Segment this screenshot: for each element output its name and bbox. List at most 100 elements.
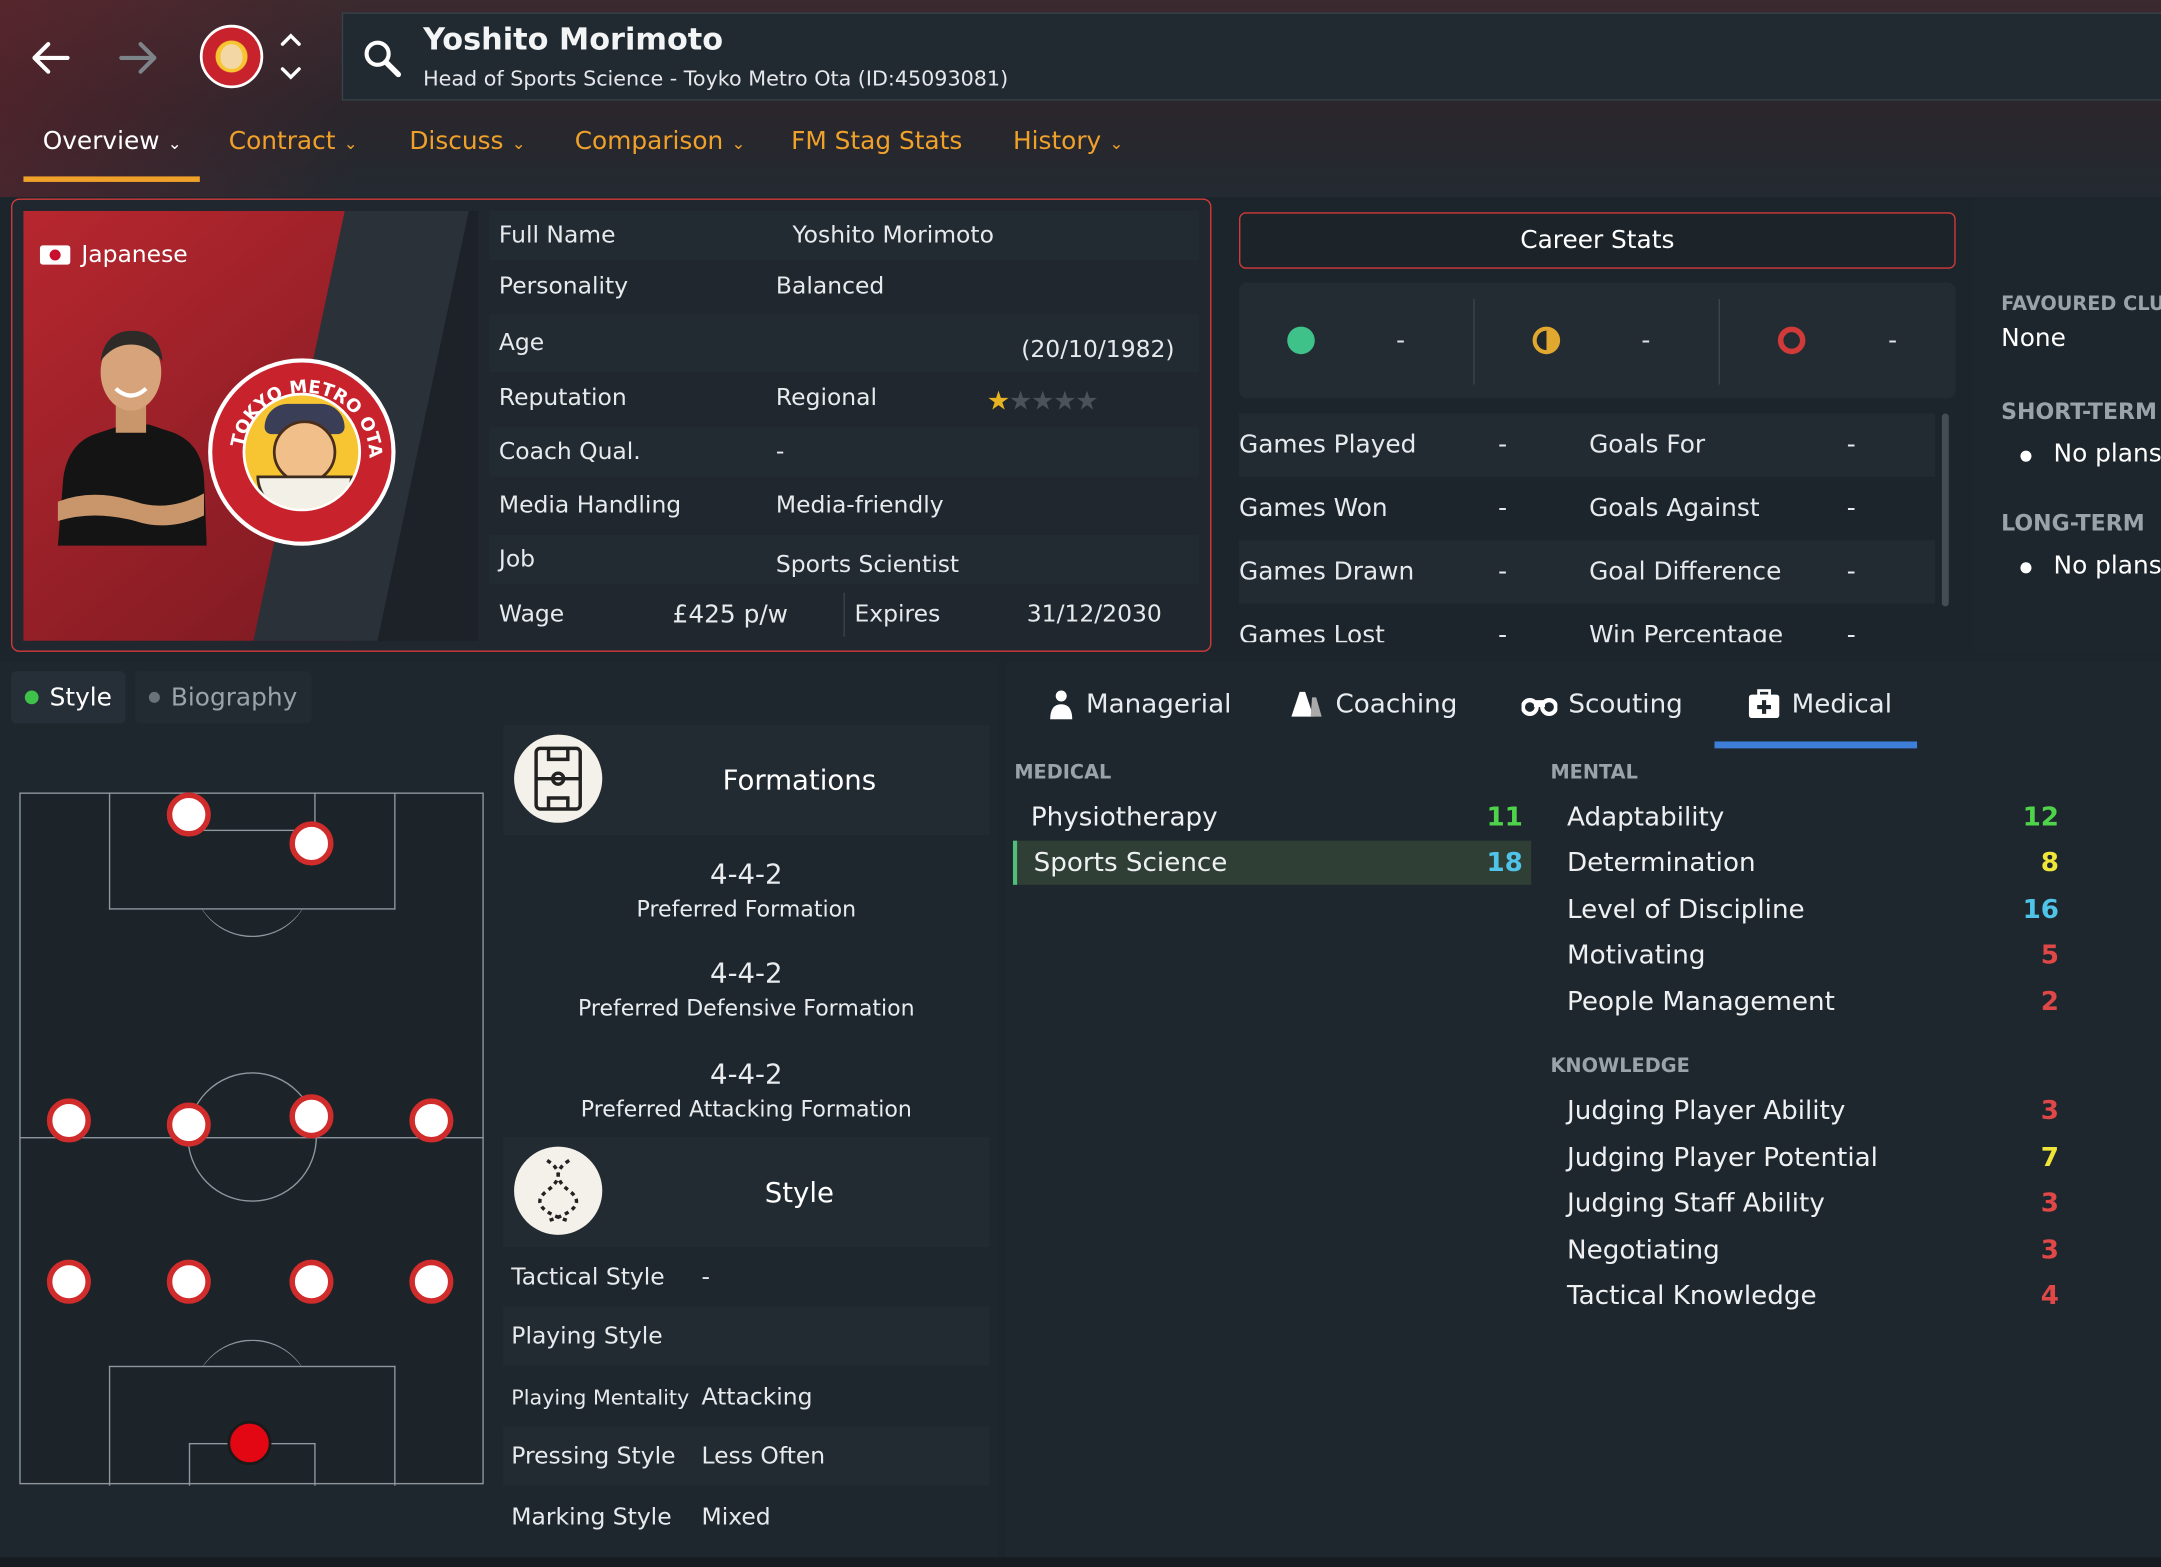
- player-position: [166, 1102, 211, 1147]
- chevron-down-icon: ⌄: [167, 133, 182, 153]
- table-row: Games Played - Goals For -: [1239, 413, 1935, 477]
- tab-managerial[interactable]: Managerial: [1047, 689, 1231, 720]
- style-row-tactical: Tactical Style -: [511, 1263, 710, 1291]
- tab-contract[interactable]: Contract ⌄: [228, 126, 358, 156]
- tab-medical[interactable]: Medical: [1748, 689, 1892, 719]
- field-reputation: Reputation Regional: [498, 384, 878, 413]
- attributes-panel: [1006, 661, 2161, 1558]
- tab-fm-stag-stats[interactable]: FM Stag Stats: [791, 126, 963, 156]
- career-stats-button[interactable]: Career Stats: [1239, 212, 1956, 269]
- search-icon[interactable]: [361, 37, 402, 78]
- pitch-icon: [514, 734, 603, 823]
- chevron-down-icon: ⌄: [1109, 133, 1124, 153]
- attribute-row[interactable]: Motivating 5: [1567, 939, 2060, 971]
- club-crest-button[interactable]: [199, 24, 264, 89]
- favoured-club-value: None: [2001, 323, 2066, 353]
- knowledge-section-heading: KNOWLEDGE: [1550, 1055, 1690, 1078]
- star-half-icon: ★: [986, 385, 1010, 417]
- formations-title: Formations: [722, 763, 877, 797]
- formation-pitch: [19, 792, 484, 1486]
- tab-comparison[interactable]: Comparison ⌄: [574, 126, 746, 156]
- win-circle-icon: [1287, 326, 1315, 355]
- wins-value: -: [1396, 326, 1406, 356]
- player-position: [46, 1259, 91, 1304]
- field-full-name: Full Name Yoshito Morimoto: [489, 210, 1200, 261]
- career-stats-table[interactable]: Games Played - Goals For - Games Won - Goals …: [1239, 413, 1956, 642]
- search-bar[interactable]: [341, 12, 2161, 101]
- forward-button[interactable]: [110, 30, 165, 85]
- field-job: Job Sports Scientist: [489, 534, 1200, 585]
- chevron-down-icon: ⌄: [511, 133, 526, 153]
- club-switcher-toggle[interactable]: [278, 28, 303, 86]
- style-row-mentality: Playing Mentality Attacking: [511, 1383, 813, 1411]
- reputation-stars: ★★★★★: [986, 385, 1099, 417]
- staff-photo: [57, 330, 207, 546]
- tab-style[interactable]: Style: [11, 671, 126, 724]
- losses-value: -: [1888, 326, 1898, 356]
- player-position: [289, 1094, 334, 1139]
- field-wage: Wage £425 p/w Expires 31/12/2030: [489, 590, 1199, 640]
- career-stats-scrollbar[interactable]: [1941, 413, 1949, 607]
- chevron-down-icon: ⌄: [731, 133, 746, 153]
- tab-overview[interactable]: Overview ⌄: [42, 126, 182, 156]
- field-personality: Personality Balanced: [498, 272, 885, 301]
- manager-icon: [1050, 690, 1073, 720]
- attribute-row[interactable]: Negotiating 3: [1567, 1234, 2060, 1266]
- attribute-row[interactable]: Adaptability 12: [1567, 802, 2060, 833]
- favoured-club-heading: FAVOURED CLUB: [2001, 293, 2161, 316]
- medical-kit-icon: [1748, 689, 1780, 719]
- active-tab-indicator: [23, 176, 200, 182]
- player-position: [46, 1098, 91, 1143]
- long-term-heading: LONG-TERM: [2001, 509, 2145, 537]
- cone-icon: [1291, 691, 1322, 717]
- style-row-marking: Marking Style Mixed: [511, 1502, 771, 1531]
- player-position: [289, 821, 334, 866]
- tab-discuss[interactable]: Discuss ⌄: [409, 126, 526, 156]
- attribute-row[interactable]: Level of Discipline 16: [1567, 894, 2060, 925]
- style-row-pressing: Pressing Style Less Often: [503, 1426, 990, 1486]
- arrow-left-icon: [32, 42, 70, 74]
- star-icon: ★★★★: [1008, 385, 1099, 417]
- arrow-right-icon: [119, 42, 157, 74]
- formations-header: Formations: [503, 724, 990, 836]
- medical-section-heading: MEDICAL: [1014, 762, 1112, 785]
- tab-biography[interactable]: Biography: [135, 671, 312, 724]
- attribute-row[interactable]: Determination 8: [1567, 847, 2060, 878]
- attribute-row[interactable]: Physiotherapy 11: [1030, 802, 1523, 833]
- attribute-row-highlighted[interactable]: Sports Science 18: [1012, 840, 1532, 885]
- page-subtitle: Head of Sports Science - Toyko Metro Ota…: [423, 66, 1009, 91]
- active-tab-indicator: [1714, 741, 1918, 749]
- table-row: Games Drawn - Goal Difference -: [1239, 540, 1935, 604]
- nationality-label: Japanese: [81, 241, 188, 269]
- preferred-defensive-formation: 4-4-2 Preferred Defensive Formation: [577, 956, 915, 1022]
- style-title: Style: [764, 1175, 834, 1209]
- attribute-row[interactable]: Tactical Knowledge 4: [1567, 1280, 2060, 1311]
- player-position: [409, 1259, 454, 1304]
- tab-history[interactable]: History ⌄: [1012, 126, 1124, 156]
- footer-strip: [0, 1557, 2161, 1567]
- attribute-row[interactable]: People Management 2: [1567, 986, 2060, 1018]
- dna-icon: [514, 1146, 603, 1235]
- inactive-dot-icon: [148, 691, 160, 703]
- draw-circle-icon: [1532, 326, 1561, 355]
- japan-flag-icon: [39, 245, 71, 265]
- player-position: [166, 1259, 211, 1304]
- short-term-heading: SHORT-TERM: [2001, 398, 2157, 425]
- tab-scouting[interactable]: Scouting: [1521, 689, 1683, 719]
- chevron-down-icon: ⌄: [343, 133, 358, 153]
- attribute-row[interactable]: Judging Player Potential 7: [1567, 1142, 2060, 1173]
- field-age: Age (20/10/1982): [489, 314, 1200, 373]
- preferred-formation: 4-4-2 Preferred Formation: [636, 857, 857, 923]
- nationality: Japanese: [39, 241, 188, 269]
- player-position: [409, 1098, 454, 1143]
- right-panel: FAVOURED CLUB None SHORT-TERM No plans L…: [1973, 197, 2161, 652]
- style-row-playing: Playing Style: [503, 1306, 990, 1366]
- attribute-row[interactable]: Judging Staff Ability 3: [1567, 1188, 2060, 1219]
- tab-coaching[interactable]: Coaching: [1289, 689, 1457, 719]
- player-position: [289, 1259, 334, 1304]
- back-button[interactable]: [23, 30, 78, 85]
- chevron-updown-icon: [280, 33, 301, 80]
- long-term-item: No plans: [2020, 551, 2161, 581]
- attribute-row[interactable]: Judging Player Ability 3: [1567, 1095, 2060, 1126]
- field-coach-qual: Coach Qual. -: [489, 427, 1200, 477]
